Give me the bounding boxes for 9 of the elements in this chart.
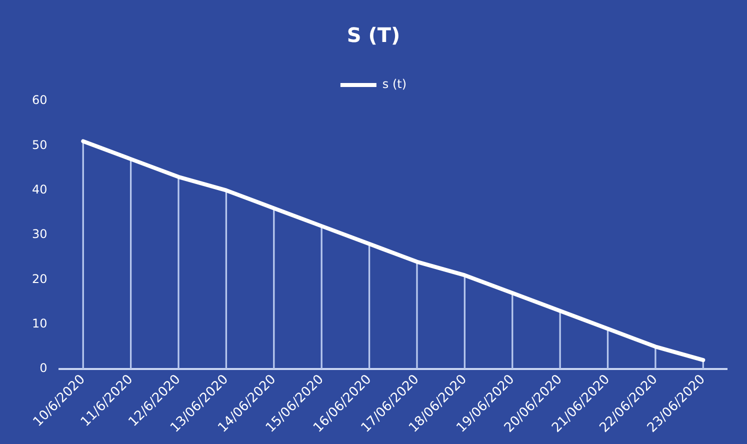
y-tick-label: 30: [32, 227, 48, 242]
y-tick-label: 40: [32, 182, 48, 196]
y-tick-label: 60: [32, 93, 48, 108]
chart-title: S (T): [346, 23, 400, 48]
y-tick-label: 0: [40, 361, 48, 376]
y-tick-label: 20: [32, 272, 48, 286]
y-tick-label: 10: [32, 316, 48, 330]
legend-label: s (t): [382, 77, 407, 92]
y-tick-label: 50: [32, 138, 48, 152]
